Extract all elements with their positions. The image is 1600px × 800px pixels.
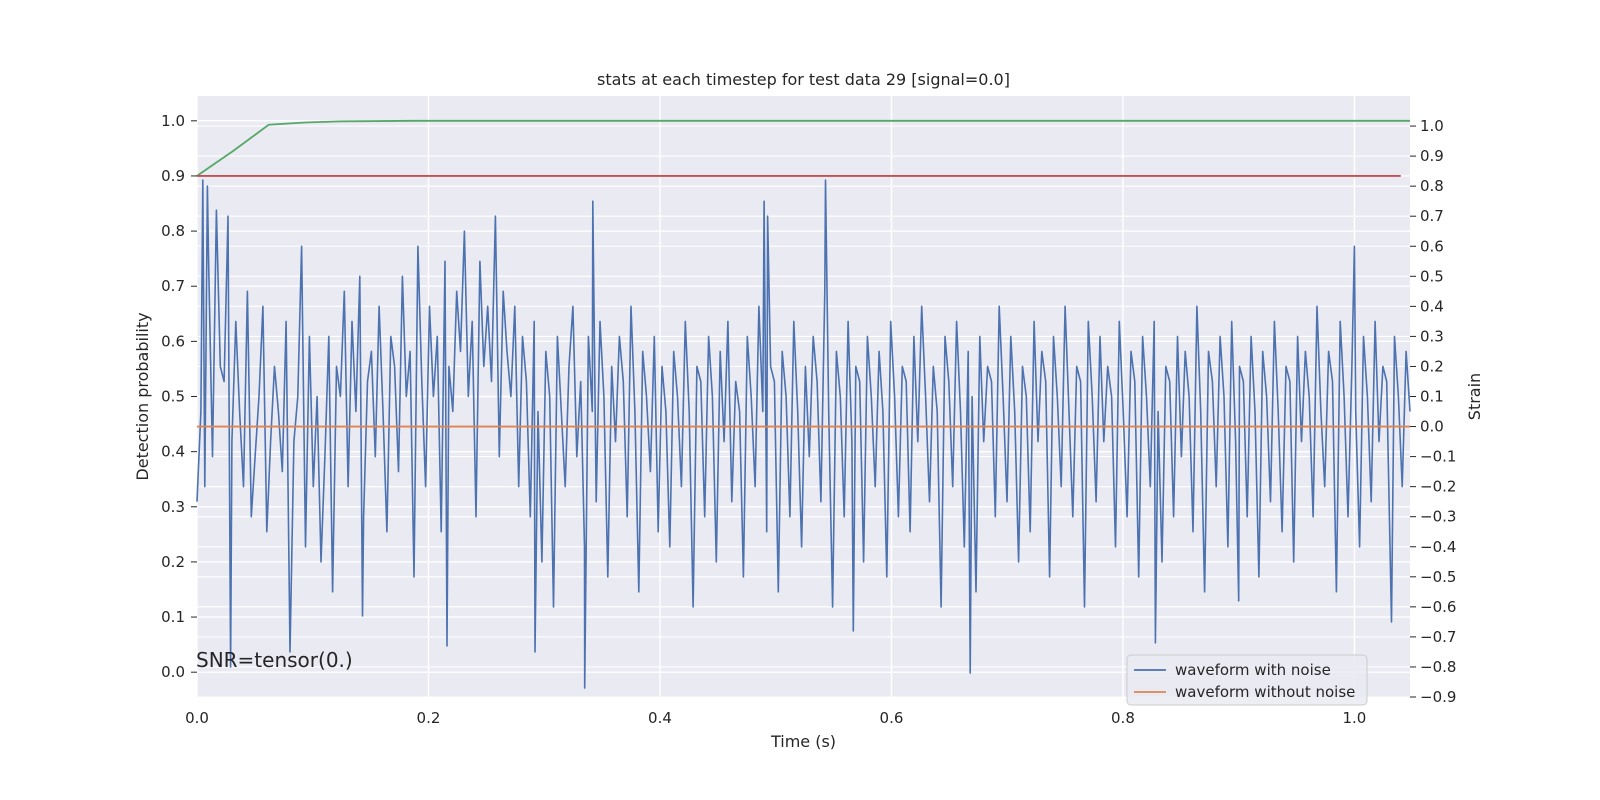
x-tick-label: 0.2 bbox=[417, 709, 441, 727]
x-tick-label: 0.4 bbox=[648, 709, 672, 727]
y-left-tick-label: 0.5 bbox=[161, 388, 185, 406]
series-layer bbox=[196, 119, 1411, 689]
y-right-tick-label: −0.9 bbox=[1420, 688, 1456, 706]
y-left-tick-label: 0.0 bbox=[161, 663, 185, 681]
y-left-tick-label: 0.9 bbox=[161, 167, 185, 185]
y-right-tick-label: 0.9 bbox=[1420, 147, 1444, 165]
x-axis-title: Time (s) bbox=[770, 732, 836, 751]
x-tick-label: 0.6 bbox=[880, 709, 904, 727]
x-tick-label: 0.0 bbox=[185, 709, 209, 727]
y-left-tick-label: 0.8 bbox=[161, 222, 185, 240]
legend-box bbox=[1126, 654, 1368, 706]
y-right-tick-label: 0.1 bbox=[1420, 388, 1444, 406]
grid-lines bbox=[196, 96, 1410, 698]
chart-title: stats at each timestep for test data 29 … bbox=[597, 70, 1010, 89]
y-right-tick-label: 0.4 bbox=[1420, 297, 1444, 315]
tick-labels: 0.0 0.2 0.4 0.6 0.8 1.0 0.0 0.1 0.2 0.3 0.4 0.5 0.6 0… bbox=[161, 112, 1456, 727]
y-left-tick-label: 0.2 bbox=[161, 553, 185, 571]
y-right-tick-label: 1.0 bbox=[1420, 117, 1444, 135]
y-right-tick-label: −0.8 bbox=[1420, 658, 1456, 676]
y-right-axis-title: Strain bbox=[1465, 373, 1484, 420]
y-left-tick-label: 0.1 bbox=[161, 608, 185, 626]
y-right-tick-label: −0.3 bbox=[1420, 508, 1456, 526]
series-detection-probability bbox=[196, 119, 1410, 177]
y-right-tick-label: 0.3 bbox=[1420, 327, 1444, 345]
y-right-tick-label: −0.2 bbox=[1420, 478, 1456, 496]
y-right-tick-label: 0.6 bbox=[1420, 237, 1444, 255]
y-right-tick-label: −0.5 bbox=[1420, 568, 1456, 586]
y-left-tick-label: 1.0 bbox=[161, 112, 185, 130]
y-right-tick-label: −0.4 bbox=[1420, 538, 1456, 556]
y-right-tick-label: −0.1 bbox=[1420, 448, 1456, 466]
x-tick-label: 0.8 bbox=[1111, 709, 1135, 727]
y-right-tick-label: 0.5 bbox=[1420, 267, 1444, 285]
legend-label-noisy: waveform with noise bbox=[1175, 661, 1331, 679]
y-right-tick-label: −0.6 bbox=[1420, 598, 1456, 616]
y-right-tick-label: 0.0 bbox=[1420, 418, 1444, 436]
series-waveform-with-noise bbox=[196, 179, 1411, 689]
y-left-axis-title: Detection probability bbox=[133, 312, 152, 480]
legend-label-clean: waveform without noise bbox=[1175, 683, 1355, 701]
y-left-tick-label: 0.6 bbox=[161, 332, 185, 350]
y-left-tick-label: 0.7 bbox=[161, 277, 185, 295]
y-right-tick-label: 0.2 bbox=[1420, 357, 1444, 375]
y-right-tick-label: 0.8 bbox=[1420, 177, 1444, 195]
y-left-tick-label: 0.3 bbox=[161, 498, 185, 516]
y-right-tick-label: −0.7 bbox=[1420, 628, 1456, 646]
y-left-tick-label: 0.4 bbox=[161, 443, 185, 461]
snr-annotation: SNR=tensor(0.) bbox=[196, 648, 353, 672]
x-tick-label: 1.0 bbox=[1343, 709, 1367, 727]
y-right-tick-label: 0.7 bbox=[1420, 207, 1444, 225]
legend: waveform with noise waveform without noi… bbox=[1126, 654, 1368, 706]
